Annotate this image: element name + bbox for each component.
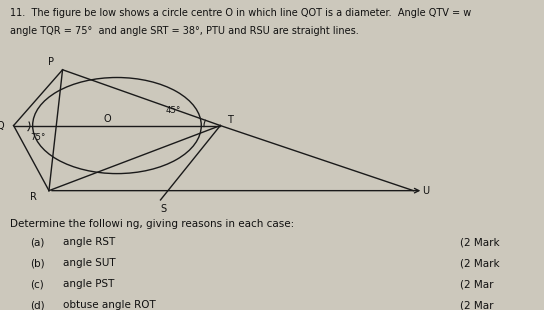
Text: angle RST: angle RST — [63, 237, 115, 247]
Text: angle SUT: angle SUT — [63, 258, 115, 268]
Text: O: O — [103, 114, 111, 124]
Text: Determine the followi ng, giving reasons in each case:: Determine the followi ng, giving reasons… — [10, 219, 294, 228]
Text: (c): (c) — [30, 279, 44, 289]
Text: (b): (b) — [30, 258, 45, 268]
Text: (a): (a) — [30, 237, 44, 247]
Text: 45°: 45° — [166, 106, 181, 115]
Text: angle PST: angle PST — [63, 279, 114, 289]
Text: (2 Mar: (2 Mar — [460, 300, 493, 310]
Text: angle TQR = 75°  and angle SRT = 38°, PTU and RSU are straight lines.: angle TQR = 75° and angle SRT = 38°, PTU… — [10, 26, 358, 36]
Text: (2 Mark: (2 Mark — [460, 258, 499, 268]
Text: S: S — [160, 204, 166, 214]
Text: (d): (d) — [30, 300, 45, 310]
Text: 11.  The figure be low shows a circle centre O in which line QOT is a diameter. : 11. The figure be low shows a circle cen… — [10, 8, 471, 18]
Text: (2 Mar: (2 Mar — [460, 279, 493, 289]
Text: T: T — [227, 115, 233, 125]
Text: Q: Q — [0, 121, 4, 131]
Text: obtuse angle ROT: obtuse angle ROT — [63, 300, 155, 310]
Text: P: P — [47, 57, 54, 67]
Text: R: R — [30, 193, 37, 202]
Text: (2 Mark: (2 Mark — [460, 237, 499, 247]
Text: 75°: 75° — [30, 133, 45, 143]
Text: U: U — [422, 186, 429, 196]
